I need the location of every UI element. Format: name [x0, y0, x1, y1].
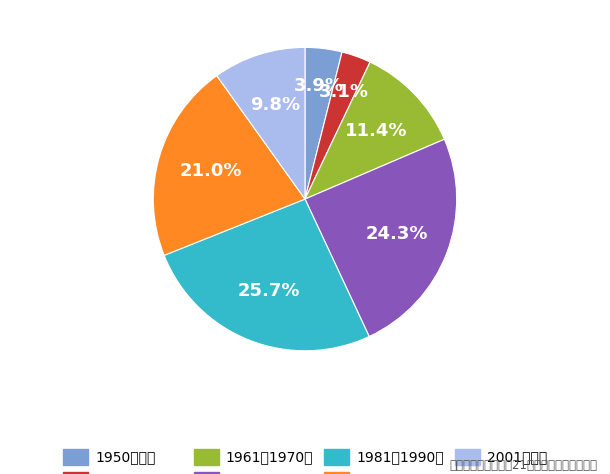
Wedge shape	[153, 76, 305, 255]
Text: 3.9%: 3.9%	[294, 77, 344, 95]
Text: 25.7%: 25.7%	[237, 282, 300, 300]
Text: （国土交通省　平成21年度空き家実態調査）: （国土交通省 平成21年度空き家実態調査）	[450, 459, 598, 472]
Wedge shape	[305, 52, 370, 199]
Wedge shape	[305, 62, 445, 199]
Wedge shape	[305, 139, 457, 337]
Legend: 1950年以前, 1951～1960年, 1961～1970年, 1971～1980年, 1981～1990年, 1991～2000年, 2001年以降: 1950年以前, 1951～1960年, 1961～1970年, 1971～19…	[63, 449, 547, 474]
Text: 24.3%: 24.3%	[366, 225, 428, 243]
Text: 3.1%: 3.1%	[318, 83, 368, 101]
Text: 21.0%: 21.0%	[179, 163, 242, 181]
Wedge shape	[305, 47, 342, 199]
Text: 11.4%: 11.4%	[345, 122, 407, 140]
Wedge shape	[164, 199, 369, 351]
Text: 9.8%: 9.8%	[250, 96, 300, 114]
Wedge shape	[217, 47, 305, 199]
